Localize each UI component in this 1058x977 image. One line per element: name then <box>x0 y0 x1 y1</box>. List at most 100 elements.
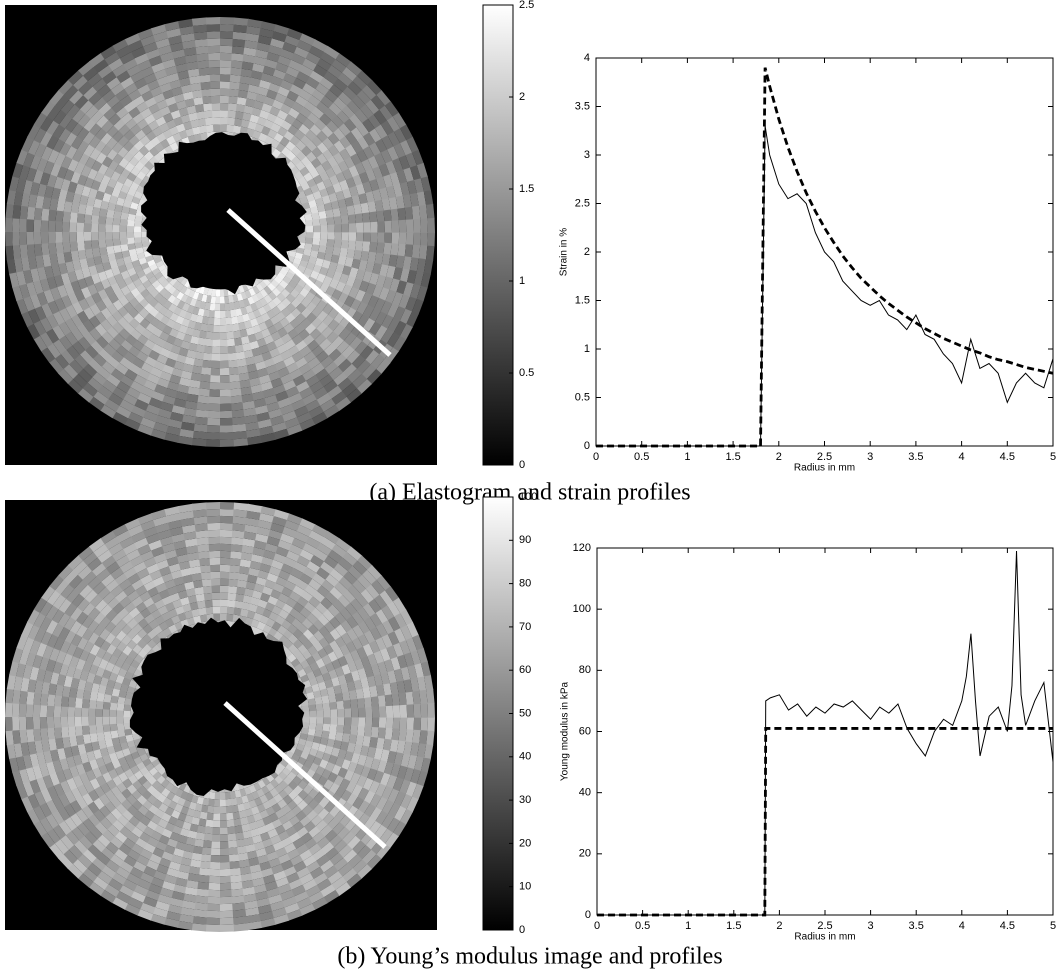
image-cell <box>212 606 221 614</box>
image-cell <box>279 48 295 61</box>
image-cell <box>144 355 157 367</box>
image-cell <box>186 588 197 597</box>
image-cell <box>257 519 273 530</box>
image-cell <box>167 815 178 826</box>
image-cell <box>244 289 252 299</box>
image-cell <box>77 249 87 260</box>
image-cell <box>197 118 207 127</box>
image-cell <box>180 857 192 867</box>
image-cell <box>231 46 245 55</box>
image-cell <box>47 104 62 121</box>
image-cell <box>219 389 231 397</box>
image-cell <box>411 244 421 259</box>
image-cell <box>58 79 74 95</box>
image-cell <box>279 373 293 385</box>
image-cell <box>220 502 235 510</box>
image-cell <box>327 65 343 79</box>
image-cell <box>192 291 200 300</box>
image-cell <box>347 854 363 869</box>
image-cell <box>30 267 40 283</box>
image-cell <box>219 396 232 404</box>
image-cell <box>311 244 320 252</box>
image-cell <box>412 634 424 651</box>
image-cell <box>281 804 292 815</box>
image-cell <box>137 648 148 659</box>
image-cell <box>74 716 82 727</box>
image-cell <box>116 380 131 394</box>
image-cell <box>257 418 272 429</box>
image-cell <box>351 840 366 855</box>
image-cell <box>191 923 207 932</box>
image-cell <box>237 322 246 331</box>
image-cell <box>333 839 348 853</box>
image-cell <box>26 281 37 297</box>
image-cell <box>245 517 260 527</box>
image-cell <box>230 60 243 69</box>
image-cell <box>333 216 342 225</box>
image-cell <box>392 717 401 730</box>
image-cell <box>343 725 351 735</box>
image-cell <box>71 826 85 841</box>
image-cell <box>202 96 212 105</box>
image-cell <box>36 291 48 307</box>
image-cell <box>381 634 394 649</box>
image-cell <box>311 607 324 620</box>
image-cell <box>209 382 220 390</box>
image-cell <box>206 903 220 912</box>
image-cell <box>134 242 143 249</box>
image-cell <box>116 814 129 827</box>
image-cell <box>324 745 334 756</box>
image-cell <box>100 889 116 904</box>
image-cell <box>18 716 27 731</box>
image-cell <box>362 146 375 160</box>
image-cell <box>89 644 101 656</box>
image-cell <box>319 355 334 369</box>
x-tick-label: 1 <box>685 920 691 932</box>
image-cell <box>134 220 142 227</box>
image-cell <box>296 596 309 608</box>
lumen <box>141 132 307 295</box>
image-cell <box>277 327 288 338</box>
image-cell <box>125 691 134 700</box>
image-cell <box>208 396 220 404</box>
image-cell <box>392 112 407 129</box>
image-cell <box>13 190 24 206</box>
image-cell <box>261 351 273 362</box>
image-cell <box>357 607 371 622</box>
image-cell <box>54 297 66 312</box>
image-cell <box>406 621 419 638</box>
image-cell <box>220 557 231 566</box>
image-cell <box>116 781 127 793</box>
image-cell <box>76 624 88 638</box>
image-cell <box>220 103 229 111</box>
image-cell <box>161 851 174 862</box>
image-cell <box>346 205 356 216</box>
image-cell <box>21 796 34 813</box>
image-cell <box>144 293 155 303</box>
image-cell <box>95 299 107 312</box>
image-cell <box>256 116 267 127</box>
image-cell <box>334 232 342 241</box>
image-cell <box>193 909 208 918</box>
image-cell <box>144 113 156 125</box>
image-cell <box>343 118 357 133</box>
image-cell <box>98 348 112 362</box>
image-cell <box>88 632 100 645</box>
image-cell <box>296 40 313 53</box>
image-cell <box>47 589 61 606</box>
image-cell <box>350 127 364 141</box>
image-cell <box>362 241 371 253</box>
image-cell <box>293 405 309 418</box>
image-cell <box>335 171 346 183</box>
image-cell <box>367 295 379 309</box>
image-cell <box>351 611 365 626</box>
image-cell <box>149 288 160 298</box>
image-cell <box>237 803 245 812</box>
image-cell <box>403 652 415 668</box>
image-cell <box>156 99 169 110</box>
image-cell <box>39 716 48 729</box>
image-cell <box>321 579 335 593</box>
image-cell <box>288 279 298 289</box>
image-cell <box>86 256 96 268</box>
image-cell <box>41 585 56 602</box>
